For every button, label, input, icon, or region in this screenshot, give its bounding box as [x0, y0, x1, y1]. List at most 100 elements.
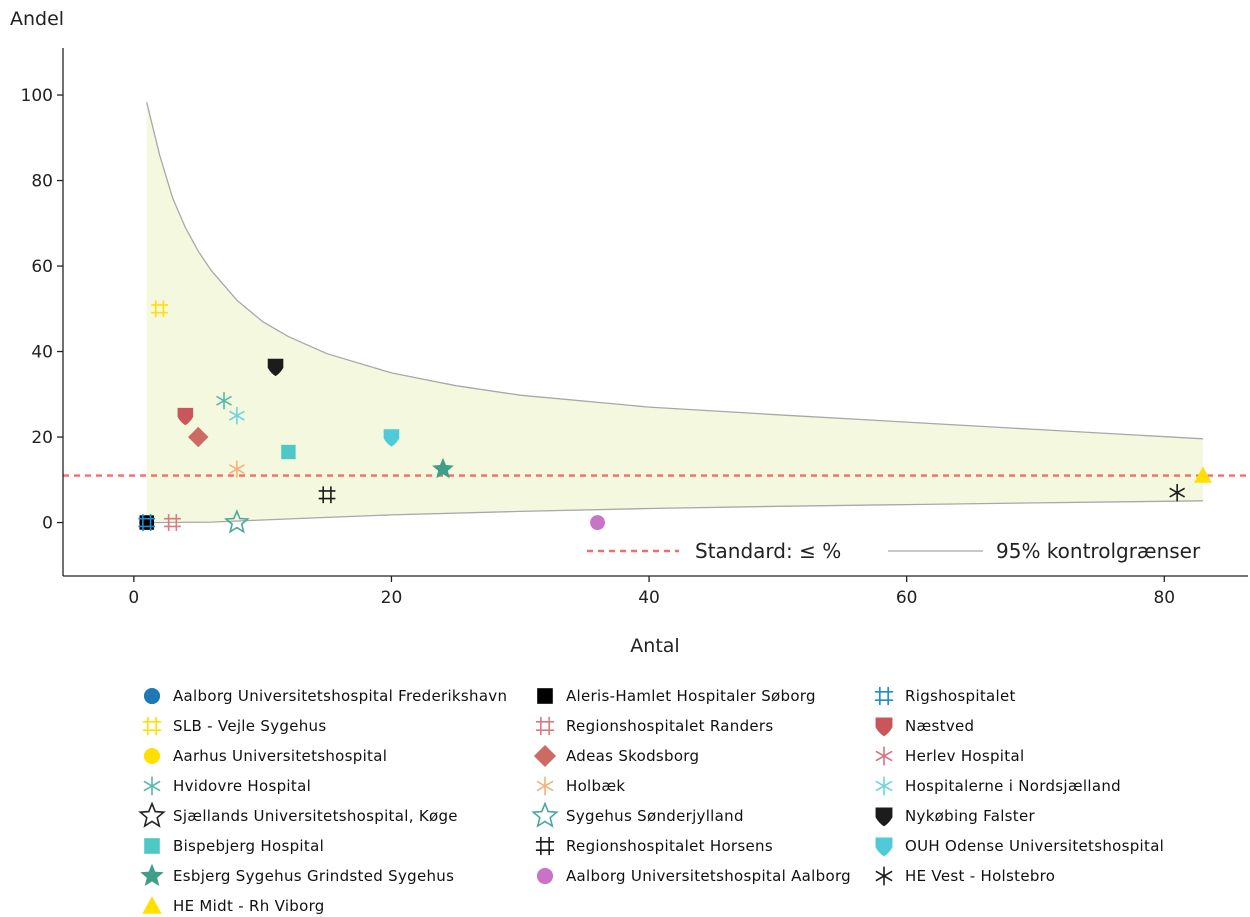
legend-item-nyk-bing-falster: Nykøbing Falster [875, 807, 1035, 827]
plot-area [63, 102, 1248, 534]
legend-marker [535, 716, 555, 736]
legend-marker [142, 716, 162, 736]
data-point-n-stved [177, 407, 194, 426]
legend-label: Regionshospitalet Horsens [566, 837, 773, 855]
data-point-sygehus-s-nderjylland [223, 509, 250, 534]
legend-marker [875, 807, 893, 827]
data-point-slb-vejle-sygehus [151, 300, 169, 318]
legend-marker [875, 866, 893, 886]
legend-label: Hvidovre Hospital [173, 777, 311, 795]
legend-marker [537, 688, 553, 704]
x-tick-label: 0 [128, 588, 139, 608]
legend-item-aleris-hamlet-hospitaler-s-borg: Aleris-Hamlet Hospitaler Søborg [537, 687, 816, 705]
legend-label: Bispebjerg Hospital [173, 837, 324, 855]
x-tick-label: 80 [1153, 588, 1175, 608]
legend-item-aarhus-universitetshospital: Aarhus Universitetshospital [143, 747, 387, 765]
data-point-hospitalerne-i-nordsj-lland [229, 407, 245, 425]
data-point-rigshospitalet [138, 514, 156, 531]
control-limits-legend-label: 95% kontrolgrænser [996, 539, 1201, 563]
legend-marker [143, 687, 161, 705]
inline-legend: Standard: ≤ % 95% kontrolgrænser [587, 539, 1201, 563]
legend-item-he-vest-holstebro: HE Vest - Holstebro [875, 866, 1055, 886]
legend-item-sygehus-s-nderjylland: Sygehus Sønderjylland [531, 801, 744, 828]
data-point-he-midt-rh-viborg [1193, 466, 1212, 483]
legend-item-aalborg-universitetshospital-frederikshavn: Aalborg Universitetshospital Frederiksha… [143, 687, 507, 705]
data-point-he-vest-holstebro [1169, 483, 1186, 502]
legend-item-regionshospitalet-randers: Regionshospitalet Randers [535, 716, 774, 736]
legend-marker [874, 686, 894, 706]
legend-label: Aleris-Hamlet Hospitaler Søborg [566, 687, 816, 705]
y-axis-title: Andel [10, 8, 64, 30]
legend-item-rigshospitalet: Rigshospitalet [874, 686, 1016, 706]
legend-label: Rigshospitalet [905, 687, 1016, 705]
legend-marker [535, 836, 555, 856]
y-tick-label: 20 [31, 428, 53, 448]
legend-item-bispebjerg-hospital: Bispebjerg Hospital [144, 837, 324, 855]
data-point-ouh-odense-universitetshospital [383, 429, 400, 447]
data-point-aalborg-universitetshospital-aalborg [590, 515, 605, 530]
data-point-holb-k [229, 460, 245, 478]
legend-item-hvidovre-hospital: Hvidovre Hospital [143, 776, 311, 796]
legend-label: Herlev Hospital [905, 747, 1024, 765]
legend-label: Aalborg Universitetshospital Frederiksha… [173, 687, 507, 705]
upper-control-limit-line [146, 102, 1203, 440]
data-point-bispebjerg-hospital [281, 444, 296, 460]
legend-item-sj-llands-universitetshospital-k-ge: Sjællands Universitetshospital, Køge [138, 801, 458, 828]
legend-marker [142, 896, 162, 914]
legend-label: Sygehus Sønderjylland [566, 807, 744, 825]
legend-label: Aarhus Universitetshospital [173, 747, 387, 765]
legend-label: OUH Odense Universitetshospital [905, 837, 1164, 855]
x-tick-label: 20 [381, 588, 403, 608]
legend-item-regionshospitalet-horsens: Regionshospitalet Horsens [535, 836, 773, 856]
legend-marker [140, 863, 164, 886]
data-markers [138, 300, 1212, 534]
data-point-esbjerg-sygehus-grindsted-sygehus [432, 457, 454, 479]
legend-item-he-midt-rh-viborg: HE Midt - Rh Viborg [142, 896, 324, 915]
legend-label: HE Vest - Holstebro [905, 867, 1055, 885]
legend-marker [531, 801, 559, 828]
legend-marker [875, 717, 893, 737]
x-ticks: 0 20 40 60 80 [128, 576, 1175, 608]
legend-label: Sjællands Universitetshospital, Køge [173, 807, 458, 825]
legend-marker [144, 838, 160, 854]
data-point-hvidovre-hospital [216, 392, 232, 410]
legend-label: SLB - Vejle Sygehus [173, 717, 326, 735]
y-tick-label: 100 [21, 86, 53, 106]
legend-marker [138, 801, 166, 828]
standard-legend-label: Standard: ≤ % [695, 539, 841, 563]
legend-item-holb-k: Holbæk [536, 776, 625, 796]
legend-label: HE Midt - Rh Viborg [173, 897, 325, 915]
y-ticks: 0 20 40 60 80 100 [21, 86, 63, 534]
data-point-adeas-skodsborg [188, 426, 209, 448]
legend-item-ouh-odense-universitetshospital: OUH Odense Universitetshospital [875, 837, 1164, 857]
legend-label: Hospitalerne i Nordsjælland [905, 777, 1121, 795]
legend-marker [143, 776, 161, 796]
legend-item-slb-vejle-sygehus: SLB - Vejle Sygehus [142, 716, 326, 736]
legend-marker [536, 867, 554, 885]
legend-item-n-stved: Næstved [875, 717, 974, 737]
x-tick-label: 60 [896, 588, 918, 608]
data-point-aleris-hamlet-hospitaler-s-borg [139, 515, 154, 530]
legend-label: Adeas Skodsborg [566, 747, 699, 765]
data-point-regionshospitalet-horsens [318, 486, 336, 504]
y-tick-label: 40 [31, 343, 53, 363]
y-tick-label: 80 [31, 172, 53, 192]
legend-label: Aalborg Universitetshospital Aalborg [566, 867, 851, 885]
legend-label: Holbæk [566, 777, 625, 795]
x-tick-label: 40 [638, 588, 660, 608]
legend-label: Næstved [905, 717, 974, 735]
legend-item-esbjerg-sygehus-grindsted-sygehus: Esbjerg Sygehus Grindsted Sygehus [140, 863, 454, 886]
legend-marker [536, 776, 554, 796]
series-legend: Aalborg Universitetshospital Frederiksha… [138, 686, 1164, 915]
legend-item-herlev-hospital: Herlev Hospital [875, 746, 1024, 766]
data-point-nyk-bing-falster [267, 358, 284, 377]
legend-marker [143, 747, 161, 765]
control-limit-band [146, 102, 1203, 523]
data-point-regionshospitalet-randers [164, 514, 181, 531]
legend-label: Nykøbing Falster [905, 807, 1035, 825]
x-axis-title: Antal [630, 635, 679, 657]
legend-label: Regionshospitalet Randers [566, 717, 774, 735]
legend-item-hospitalerne-i-nordsj-lland: Hospitalerne i Nordsjælland [875, 776, 1121, 796]
legend-item-aalborg-universitetshospital-aalborg: Aalborg Universitetshospital Aalborg [536, 867, 851, 885]
